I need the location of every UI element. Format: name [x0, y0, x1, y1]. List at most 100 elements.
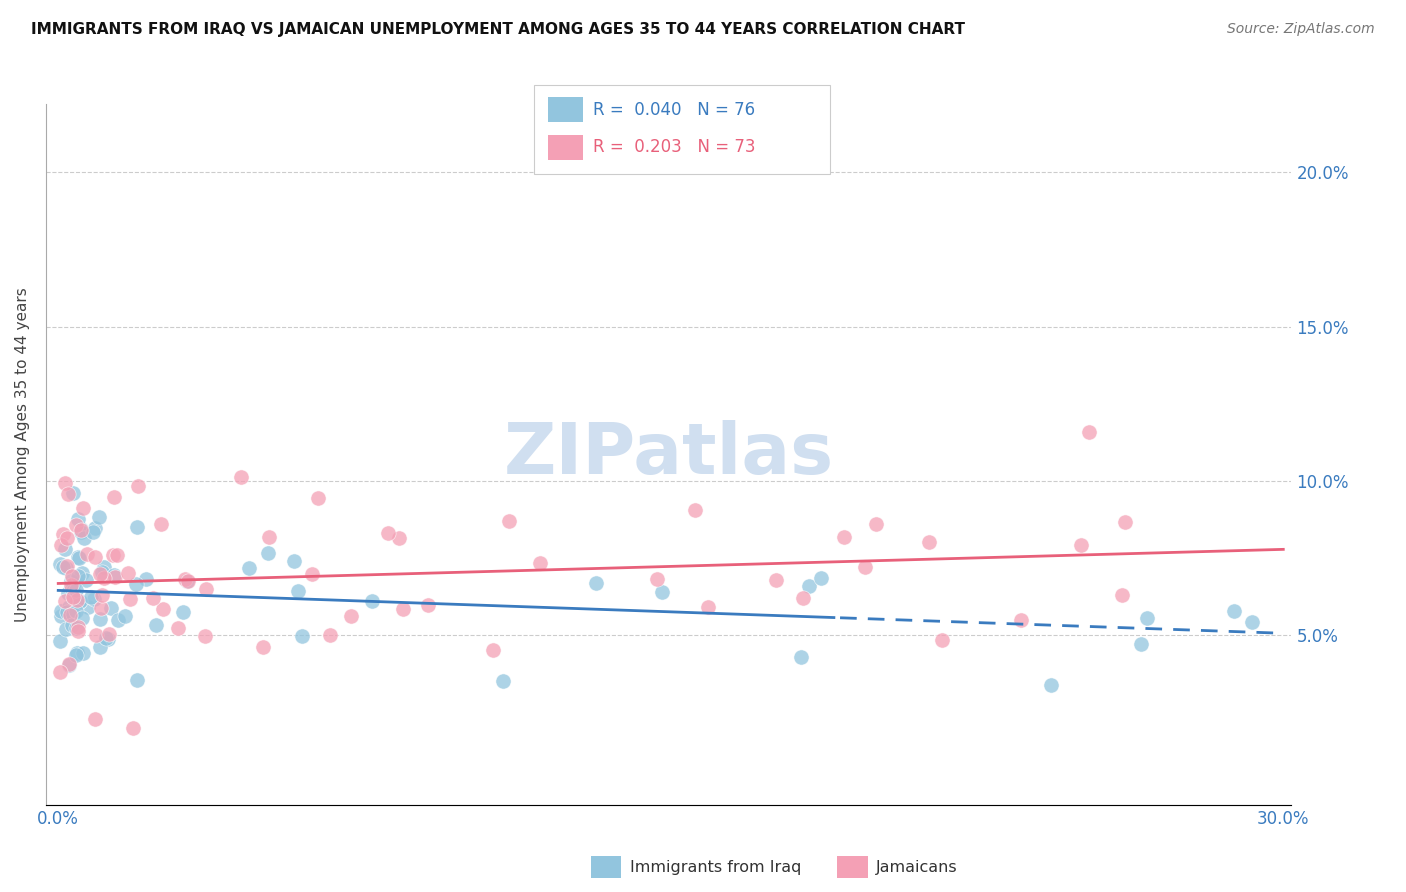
Point [238, 561, 260, 575]
Point [60, 577, 83, 591]
Point [69, 523, 91, 537]
Point [72, 566, 94, 580]
Point [62, 617, 84, 632]
Point [585, 576, 607, 591]
Point [49, 665, 72, 679]
Point [696, 599, 718, 614]
Point [67, 511, 90, 525]
Point [62, 486, 84, 500]
Point [53, 542, 76, 557]
Point [93, 571, 115, 585]
Point [63, 575, 86, 590]
Point [66, 549, 89, 564]
Point [104, 569, 127, 583]
Point [651, 585, 673, 599]
Point [65, 582, 87, 597]
Point [855, 559, 877, 574]
Point [1129, 637, 1152, 651]
Point [91, 565, 114, 579]
Point [49, 538, 72, 552]
Point [100, 600, 122, 615]
Point [176, 574, 198, 588]
Point [89, 510, 111, 524]
Text: Jamaicans: Jamaicans [876, 860, 957, 874]
Point [149, 516, 172, 531]
Point [72, 611, 94, 625]
Point [77, 600, 100, 615]
Point [127, 479, 149, 493]
Point [65, 648, 87, 663]
Point [69, 593, 91, 607]
Point [65, 605, 87, 619]
Point [229, 470, 252, 484]
Point [66, 592, 89, 607]
Point [790, 650, 813, 665]
Point [84, 628, 107, 642]
Point [53, 594, 76, 608]
Point [76, 547, 98, 561]
Point [114, 609, 136, 624]
Point [107, 613, 129, 627]
Point [66, 647, 89, 661]
Point [125, 520, 148, 534]
Point [683, 502, 706, 516]
Point [120, 591, 142, 606]
Point [792, 591, 814, 606]
Point [84, 521, 107, 535]
Point [117, 566, 139, 580]
Point [58, 658, 80, 673]
Point [257, 546, 280, 560]
Point [121, 721, 143, 735]
Point [70, 522, 93, 536]
Point [53, 475, 76, 490]
Point [65, 621, 87, 635]
Point [931, 633, 953, 648]
Point [66, 624, 89, 638]
Point [66, 568, 89, 582]
Point [103, 568, 125, 582]
Point [70, 524, 93, 539]
Point [645, 572, 668, 586]
Text: R =  0.203   N = 73: R = 0.203 N = 73 [593, 138, 756, 156]
Point [799, 579, 821, 593]
Point [90, 588, 112, 602]
Point [58, 657, 80, 672]
Point [80, 590, 103, 604]
Point [1223, 603, 1246, 617]
Point [62, 583, 84, 598]
Point [89, 640, 111, 654]
Point [1040, 678, 1063, 692]
Point [392, 602, 415, 616]
Point [55, 605, 77, 619]
Point [142, 591, 165, 605]
Point [49, 604, 72, 618]
Point [67, 594, 90, 608]
Point [166, 621, 188, 635]
Point [498, 514, 520, 528]
Point [339, 609, 361, 624]
Point [49, 609, 72, 624]
Point [65, 517, 87, 532]
Y-axis label: Unemployment Among Ages 35 to 44 years: Unemployment Among Ages 35 to 44 years [15, 287, 30, 622]
Point [481, 643, 503, 657]
Point [301, 567, 323, 582]
Point [145, 618, 167, 632]
Point [1070, 538, 1092, 552]
Point [1111, 588, 1133, 602]
Point [810, 571, 832, 585]
Point [135, 572, 157, 586]
Point [1114, 515, 1136, 529]
Point [765, 574, 787, 588]
Point [84, 712, 107, 726]
Point [72, 646, 94, 660]
Point [58, 600, 80, 615]
Point [1136, 611, 1159, 625]
Point [101, 549, 124, 563]
Point [194, 629, 217, 643]
Point [62, 607, 84, 621]
Point [177, 574, 200, 589]
Point [125, 673, 148, 688]
Point [82, 524, 104, 539]
Point [93, 559, 115, 574]
Point [55, 623, 77, 637]
